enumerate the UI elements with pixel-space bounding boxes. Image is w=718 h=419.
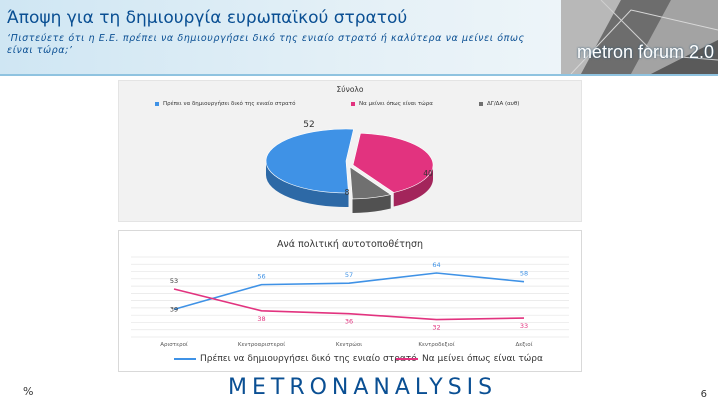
point-data-label: 39 bbox=[170, 305, 178, 313]
line-chart-panel: Ανά πολιτική αυτοτοποθέτηση 39 56 57 64 58 53… bbox=[118, 230, 582, 372]
pie-slice-side bbox=[393, 165, 433, 207]
pie-data-label: 8 bbox=[345, 188, 350, 197]
line-legend-label: Να μείνει όπως είναι τώρα bbox=[422, 354, 543, 364]
pie-legend-label: Πρέπει να δημιουργήσει δικό της ενιαίο σ… bbox=[163, 101, 296, 107]
point-data-label: 32 bbox=[432, 324, 440, 332]
x-tick-label: Κεντροαριστεροί bbox=[238, 341, 285, 348]
page-number: 6 bbox=[700, 389, 707, 400]
pie-slice bbox=[352, 132, 434, 193]
pie-legend-label: ΔΓ/ΔΑ (αυθ) bbox=[487, 101, 520, 107]
header-divider bbox=[0, 74, 718, 76]
pie-data-label: 52 bbox=[303, 120, 314, 130]
pie-chart-panel: Σύνολο 52 40 8 Πρέπει να δημιουργήσει δικό… bbox=[118, 80, 582, 222]
pie-slice bbox=[349, 166, 392, 200]
series-line bbox=[173, 272, 525, 311]
pie-title: Σύνολο bbox=[337, 85, 364, 94]
metron-analysis-brand: METRONANALYSIS bbox=[228, 375, 498, 400]
point-data-label: 38 bbox=[257, 315, 265, 323]
pie-legend-2: Να μείνει όπως είναι τώρα bbox=[351, 101, 433, 107]
x-tick-label: Κεντροδεξιοί bbox=[418, 341, 454, 348]
line-legend-2: Να μείνει όπως είναι τώρα bbox=[396, 354, 543, 364]
line-chart: Ανά πολιτική αυτοτοποθέτηση 39 56 57 64 58 53… bbox=[131, 239, 569, 348]
point-data-label: 57 bbox=[345, 271, 353, 279]
line-legend-1: Πρέπει να δημιουργήσει δικό της ενιαίο σ… bbox=[174, 354, 417, 364]
x-tick-label: Αριστεροί bbox=[160, 341, 188, 348]
x-tick-label: Δεξιοί bbox=[516, 341, 533, 348]
unit-label: % bbox=[23, 385, 34, 398]
slide-subtitle: ‘Πιστεύετε ότι η Ε.Ε. πρέπει να δημιουργ… bbox=[7, 33, 525, 56]
line-title: Ανά πολιτική αυτοτοποθέτηση bbox=[277, 239, 423, 250]
logo-photo-image bbox=[561, 0, 718, 74]
series-line bbox=[173, 288, 525, 321]
line-legend-swatch bbox=[396, 358, 418, 360]
line-legend-label: Πρέπει να δημιουργήσει δικό της ενιαίο σ… bbox=[200, 354, 417, 364]
pie-slice-side bbox=[352, 194, 391, 213]
pie-slice-side bbox=[266, 161, 349, 207]
pie-legend-3: ΔΓ/ΔΑ (αυθ) bbox=[479, 101, 519, 107]
slide-title: Άποψη για τη δημιουργία ευρωπαϊκού στρατ… bbox=[7, 8, 408, 28]
pie-legend-swatch bbox=[155, 102, 159, 106]
pie-legend-swatch bbox=[351, 102, 355, 106]
slide-header: Άποψη για τη δημιουργία ευρωπαϊκού στρατ… bbox=[0, 0, 718, 74]
metron-forum-logo: metron forum 2.0 bbox=[561, 0, 718, 74]
pie-chart: Σύνολο 52 40 8 bbox=[265, 85, 434, 213]
logo-text: metron forum 2.0 bbox=[576, 42, 714, 62]
x-tick-label: Κεντρώοι bbox=[336, 341, 362, 348]
point-data-label: 64 bbox=[432, 261, 440, 269]
point-data-label: 56 bbox=[257, 273, 265, 281]
pie-legend-swatch bbox=[479, 102, 483, 106]
pie-slice bbox=[265, 128, 354, 194]
pie-legend-1: Πρέπει να δημιουργήσει δικό της ενιαίο σ… bbox=[155, 101, 295, 107]
point-data-label: 33 bbox=[520, 322, 528, 330]
line-legend-swatch bbox=[174, 358, 196, 360]
point-data-label: 36 bbox=[345, 318, 353, 326]
pie-legend-label: Να μείνει όπως είναι τώρα bbox=[359, 101, 433, 107]
point-data-label: 53 bbox=[170, 277, 178, 285]
point-data-label: 58 bbox=[520, 270, 528, 278]
pie-data-label: 40 bbox=[423, 169, 433, 178]
